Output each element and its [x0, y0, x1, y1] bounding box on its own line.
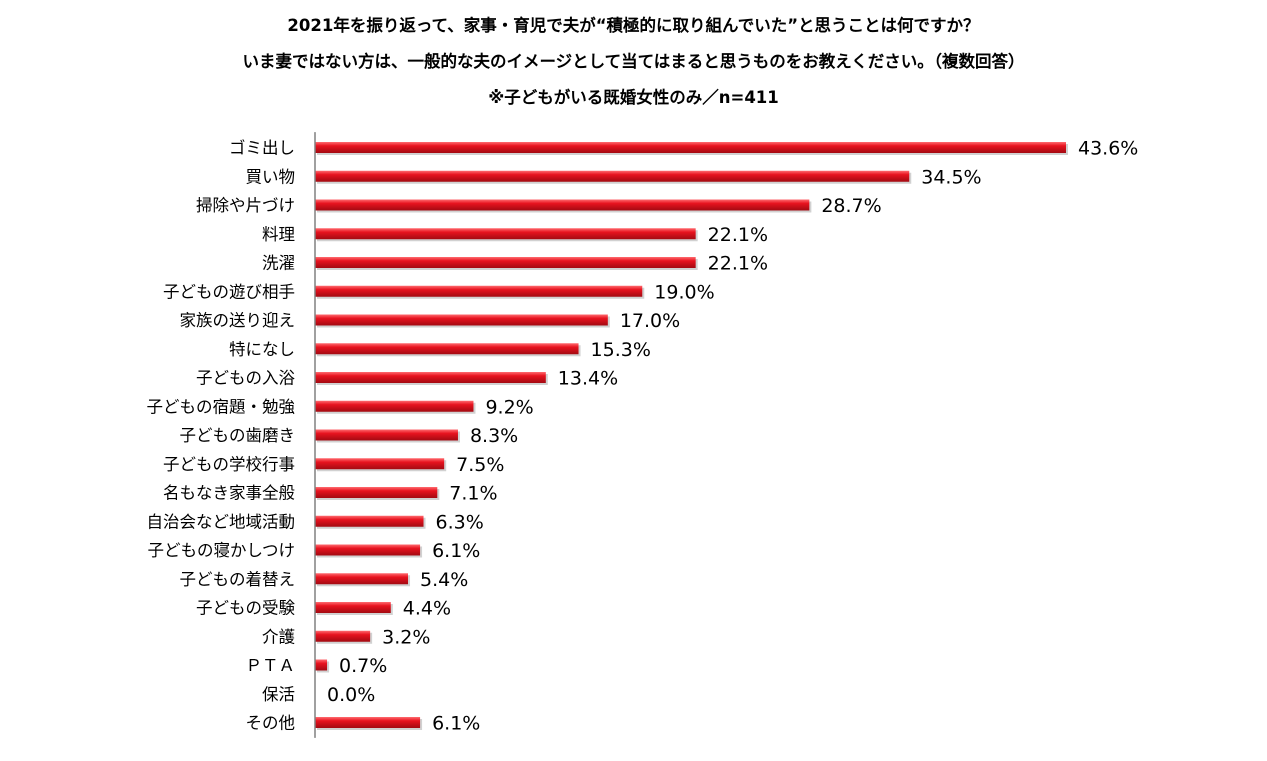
chart-title-line-1: 2021年を振り返って、家事・育児で夫が“積極的に取り組んでいた”と思うことは何… — [287, 16, 980, 35]
category-label: 特になし — [229, 340, 295, 359]
bar — [315, 257, 696, 268]
value-label: 7.5% — [456, 454, 504, 476]
category-label: 掃除や片づけ — [196, 196, 295, 215]
bar — [315, 170, 910, 182]
category-label: 子どもの遊び相手 — [163, 282, 295, 301]
bar — [315, 429, 458, 441]
category-label: 子どもの着替え — [180, 570, 296, 589]
value-label: 22.1% — [708, 224, 768, 246]
category-label: 子どもの寝かしつけ — [147, 540, 295, 560]
value-label: 4.4% — [403, 598, 451, 620]
bar — [315, 487, 438, 498]
value-label: 22.1% — [708, 253, 768, 275]
chart-title-block: 2021年を振り返って、家事・育児で夫が“積極的に取り組んでいた”と思うことは何… — [0, 8, 1267, 116]
bar — [315, 630, 371, 642]
value-label: 6.1% — [432, 540, 480, 562]
bar — [315, 573, 409, 585]
category-label: 自治会など地域活動 — [147, 512, 296, 531]
value-label: 17.0% — [620, 310, 680, 332]
value-label: 6.1% — [432, 713, 480, 735]
value-labels-group: 43.6% 34.5% 28.7% 22.1% 22.1% 19.0% 17.0% 15.3%… — [327, 138, 1138, 735]
value-label: 28.7% — [821, 195, 881, 217]
bar — [315, 199, 810, 211]
value-label: 43.6% — [1078, 138, 1138, 160]
category-label: その他 — [246, 714, 296, 733]
category-label: 子どもの入浴 — [196, 369, 296, 388]
category-label: 介護 — [262, 627, 296, 646]
value-label: 5.4% — [420, 569, 468, 591]
bars-group — [315, 142, 1068, 730]
value-label: 0.7% — [339, 655, 387, 677]
chart-subtitle-sample: ※子どもがいる既婚女性のみ／n=411 — [488, 88, 779, 107]
bar — [315, 228, 696, 240]
value-label: 19.0% — [654, 281, 714, 303]
bar — [315, 314, 608, 326]
bar — [315, 372, 546, 383]
category-label: 子どもの歯磨き — [180, 426, 296, 445]
category-label: 料理 — [262, 225, 295, 244]
category-label: 洗濯 — [262, 254, 295, 273]
category-labels-group: ゴミ出し買い物掃除や片づけ料理洗濯子どもの遊び相手家族の送り迎え特になし子どもの… — [147, 138, 296, 733]
category-label: 名もなき家事全般 — [163, 484, 295, 503]
value-label: 13.4% — [558, 368, 618, 390]
bar — [315, 343, 579, 355]
bar — [315, 400, 474, 412]
value-label: 8.3% — [470, 425, 518, 447]
value-label: 6.3% — [436, 511, 484, 533]
category-label: ゴミ出し — [229, 138, 295, 158]
category-label: 子どもの宿題・勉強 — [147, 397, 296, 416]
bar — [315, 659, 328, 671]
value-label: 7.1% — [449, 483, 497, 505]
chart-title-line-2: いま妻ではない方は、一般的な夫のイメージとして当てはまると思うものをお教えくださ… — [242, 52, 1025, 71]
bar — [315, 717, 421, 728]
value-label: 15.3% — [591, 339, 651, 361]
category-label: 子どもの学校行事 — [163, 455, 295, 474]
bar — [315, 458, 445, 470]
bar — [315, 544, 421, 556]
category-label: 家族の送り迎え — [180, 311, 296, 330]
category-label: 買い物 — [246, 167, 296, 186]
value-label: 9.2% — [485, 396, 533, 418]
bar — [315, 285, 643, 297]
value-label: 34.5% — [921, 166, 981, 188]
category-label: 子どもの受験 — [196, 599, 296, 618]
value-label: 3.2% — [382, 626, 430, 648]
category-label: ＰＴＡ — [246, 656, 296, 675]
category-label: 保活 — [262, 685, 295, 704]
value-label: 0.0% — [327, 684, 375, 706]
bar — [315, 602, 391, 613]
bar — [315, 142, 1066, 153]
bar — [315, 515, 424, 527]
